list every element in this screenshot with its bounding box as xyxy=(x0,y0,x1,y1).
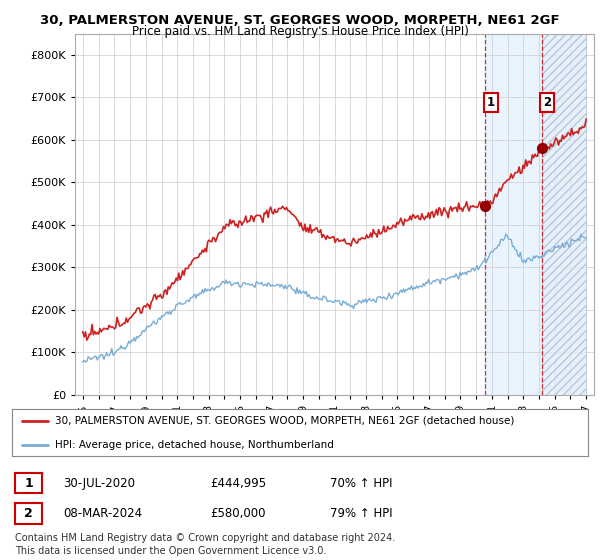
Text: 79% ↑ HPI: 79% ↑ HPI xyxy=(330,507,392,520)
Text: 2: 2 xyxy=(544,96,551,109)
Bar xyxy=(542,34,586,395)
Text: 1: 1 xyxy=(24,477,33,490)
Text: Contains HM Land Registry data © Crown copyright and database right 2024.
This d: Contains HM Land Registry data © Crown c… xyxy=(15,533,395,556)
Text: 30, PALMERSTON AVENUE, ST. GEORGES WOOD, MORPETH, NE61 2GF (detached house): 30, PALMERSTON AVENUE, ST. GEORGES WOOD,… xyxy=(55,416,515,426)
Text: 2: 2 xyxy=(24,507,33,520)
Text: 30, PALMERSTON AVENUE, ST. GEORGES WOOD, MORPETH, NE61 2GF: 30, PALMERSTON AVENUE, ST. GEORGES WOOD,… xyxy=(40,14,560,27)
Text: £580,000: £580,000 xyxy=(210,507,265,520)
Bar xyxy=(485,34,586,395)
Text: 08-MAR-2024: 08-MAR-2024 xyxy=(63,507,142,520)
Text: Price paid vs. HM Land Registry's House Price Index (HPI): Price paid vs. HM Land Registry's House … xyxy=(131,25,469,38)
Text: 70% ↑ HPI: 70% ↑ HPI xyxy=(330,477,392,490)
Text: £444,995: £444,995 xyxy=(210,477,266,490)
Text: 1: 1 xyxy=(487,96,495,109)
Text: HPI: Average price, detached house, Northumberland: HPI: Average price, detached house, Nort… xyxy=(55,440,334,450)
Text: 30-JUL-2020: 30-JUL-2020 xyxy=(63,477,135,490)
